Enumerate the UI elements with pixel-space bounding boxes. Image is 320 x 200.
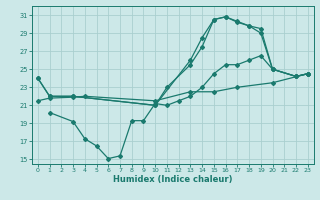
X-axis label: Humidex (Indice chaleur): Humidex (Indice chaleur) [113,175,233,184]
